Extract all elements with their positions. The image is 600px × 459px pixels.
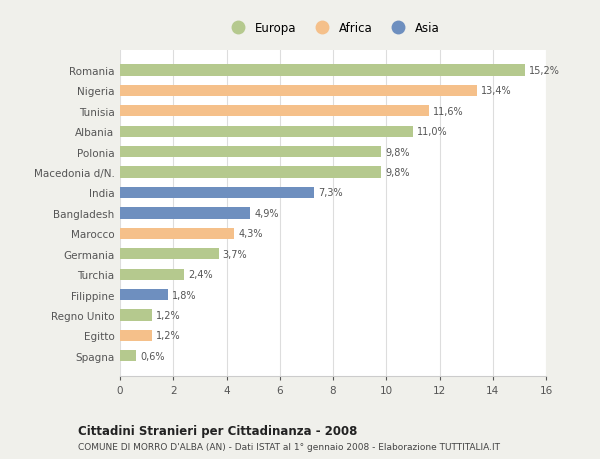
Text: Cittadini Stranieri per Cittadinanza - 2008: Cittadini Stranieri per Cittadinanza - 2… [78,425,358,437]
Text: 1,8%: 1,8% [172,290,196,300]
Text: 9,8%: 9,8% [385,147,409,157]
Bar [120,208,250,219]
Bar [120,147,381,158]
Bar [120,106,429,117]
Text: 13,4%: 13,4% [481,86,511,96]
Text: 1,2%: 1,2% [156,310,181,320]
Text: 11,0%: 11,0% [417,127,448,137]
Bar [120,228,235,240]
Bar [120,65,525,77]
Bar [120,86,477,97]
Text: 9,8%: 9,8% [385,168,409,178]
Bar [120,350,136,362]
Bar [120,310,152,321]
Bar [120,269,184,280]
Text: 4,9%: 4,9% [254,208,279,218]
Text: 7,3%: 7,3% [319,188,343,198]
Bar [120,249,218,260]
Text: COMUNE DI MORRO D'ALBA (AN) - Dati ISTAT al 1° gennaio 2008 - Elaborazione TUTTI: COMUNE DI MORRO D'ALBA (AN) - Dati ISTAT… [78,442,500,451]
Bar [120,289,168,301]
Bar [120,126,413,138]
Text: 4,3%: 4,3% [238,229,263,239]
Bar [120,187,314,199]
Text: 11,6%: 11,6% [433,106,463,117]
Text: 15,2%: 15,2% [529,66,560,76]
Text: 2,4%: 2,4% [188,269,212,280]
Text: 0,6%: 0,6% [140,351,164,361]
Text: 1,2%: 1,2% [156,330,181,341]
Bar [120,167,381,178]
Text: 3,7%: 3,7% [223,249,247,259]
Legend: Europa, Africa, Asia: Europa, Africa, Asia [221,17,445,39]
Bar [120,330,152,341]
